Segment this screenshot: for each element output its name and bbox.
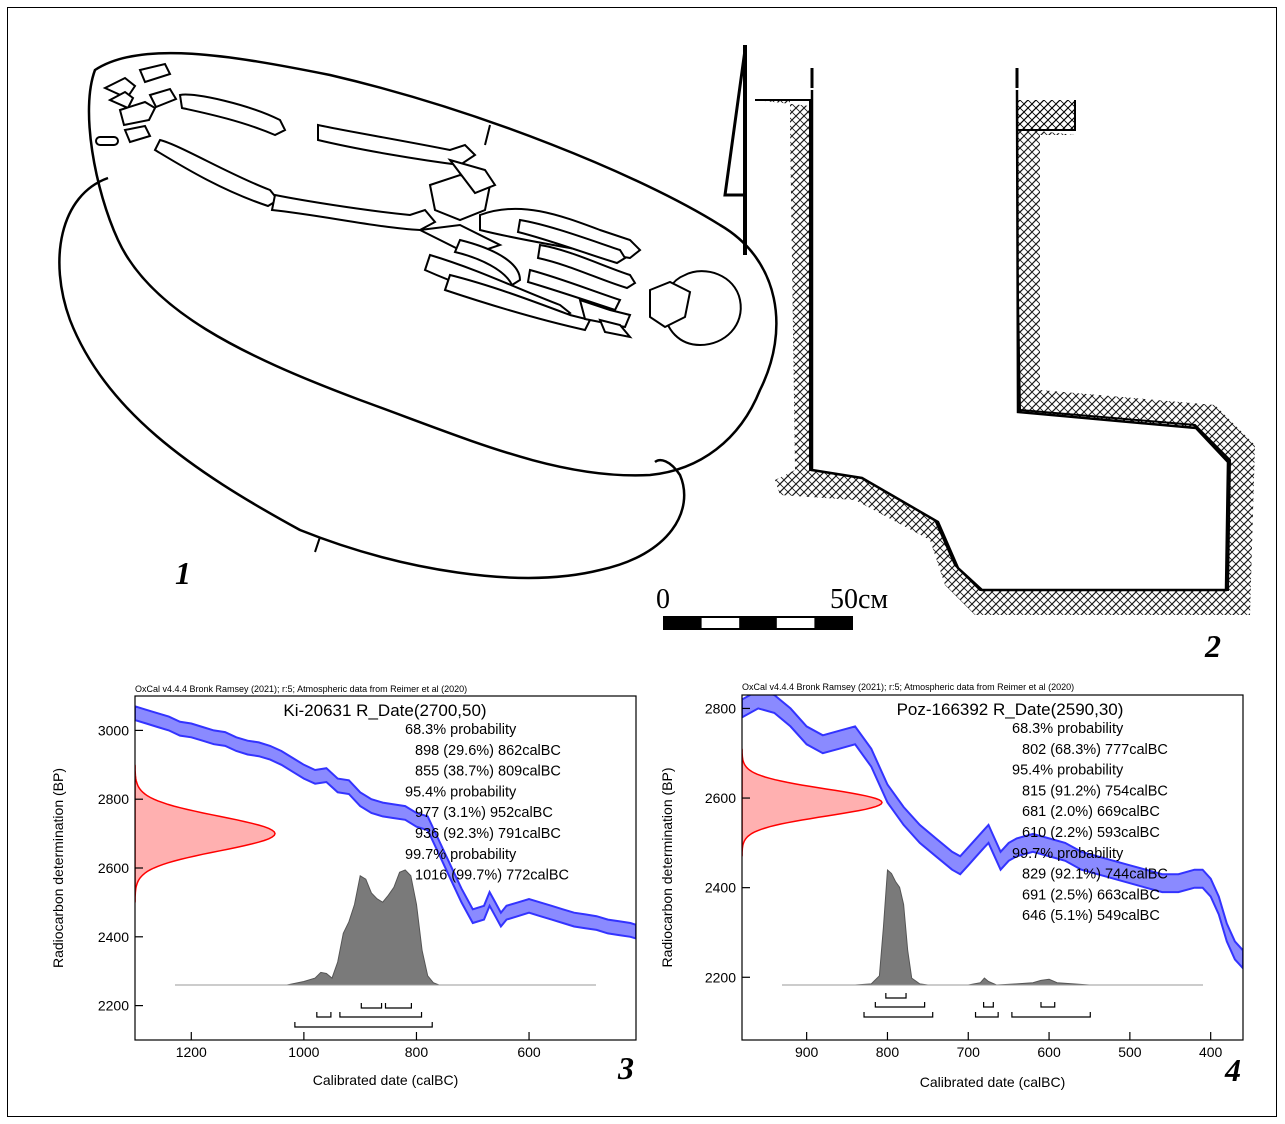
range-text-line: 99.7% probability xyxy=(1012,846,1124,862)
x-tick-label: 800 xyxy=(876,1044,900,1060)
y-tick-label: 2800 xyxy=(98,791,129,807)
panel-label-1: 1 xyxy=(175,555,191,591)
range-bracket xyxy=(983,1002,994,1008)
x-tick-label: 400 xyxy=(1199,1044,1223,1060)
y-tick-label: 2800 xyxy=(705,700,736,716)
y-tick-label: 2600 xyxy=(705,790,736,806)
range-text-line: 646 (5.1%) 549calBC xyxy=(1022,908,1160,924)
range-text-line: 855 (38.7%) 809calBC xyxy=(415,764,561,780)
grave-section xyxy=(755,68,1255,615)
plot-frame xyxy=(741,694,1244,1041)
x-tick-label: 1200 xyxy=(176,1044,207,1060)
x-axis-label: Calibrated date (calBC) xyxy=(313,1072,459,1088)
y-tick-label: 2600 xyxy=(98,860,129,876)
x-tick-label: 600 xyxy=(517,1044,541,1060)
y-tick-label: 2400 xyxy=(98,929,129,945)
y-axis-label: Radiocarbon determination (BP) xyxy=(659,768,675,968)
range-bracket xyxy=(863,1012,934,1018)
range-text-line: 815 (91.2%) 754calBC xyxy=(1022,783,1168,799)
y-tick-label: 2400 xyxy=(705,880,736,896)
range-text-line: 95.4% probability xyxy=(1012,763,1124,779)
calibration-curve-band xyxy=(742,695,1243,970)
y-tick-label: 2200 xyxy=(98,998,129,1014)
range-bracket xyxy=(294,1022,433,1028)
range-text-line: 977 (3.1%) 952calBC xyxy=(415,805,553,821)
range-text-line: 99.7% probability xyxy=(405,847,517,863)
range-bracket xyxy=(360,1003,383,1009)
x-tick-label: 800 xyxy=(405,1044,429,1060)
y-tick-label: 3000 xyxy=(98,722,129,738)
panel-label-3: 3 xyxy=(618,1050,634,1086)
panel-label-4: 4 xyxy=(1225,1052,1241,1088)
x-tick-label: 1000 xyxy=(288,1044,319,1060)
range-text-line: 68.3% probability xyxy=(405,722,517,738)
range-bracket xyxy=(339,1012,423,1018)
range-text-line: 95.4% probability xyxy=(405,784,517,800)
north-arrow-icon xyxy=(723,45,747,255)
x-tick-label: 700 xyxy=(957,1044,981,1060)
chart-header: OxCal v4.4.4 Bronk Ramsey (2021); r:5; A… xyxy=(135,684,467,694)
range-text-line: 1016 (99.7%) 772calBC xyxy=(415,868,569,884)
range-text-line: 691 (2.5%) 663calBC xyxy=(1022,887,1160,903)
range-text-line: 681 (2.0%) 669calBC xyxy=(1022,804,1160,820)
x-tick-label: 500 xyxy=(1118,1044,1142,1060)
burial-drawings xyxy=(58,45,1255,630)
scale-start-label: 0 xyxy=(656,584,670,615)
scale-bar xyxy=(663,616,853,630)
range-text-line: 802 (68.3%) 777calBC xyxy=(1022,742,1168,758)
range-bracket xyxy=(974,1012,999,1018)
figure-frame xyxy=(7,7,1277,1117)
range-text-line: 936 (92.3%) 791calBC xyxy=(415,826,561,842)
grave-pit-outline xyxy=(87,51,778,477)
range-bracket xyxy=(384,1003,412,1009)
range-text-line: 68.3% probability xyxy=(1012,721,1124,737)
calibration-curve-band xyxy=(135,705,636,940)
range-bracket xyxy=(316,1012,332,1018)
chart-title: Ki-20631 R_Date(2700,50) xyxy=(283,701,486,720)
y-tick-label: 2200 xyxy=(705,969,736,985)
radiocarbon-distribution xyxy=(135,764,276,903)
x-tick-label: 900 xyxy=(795,1044,819,1060)
y-axis-label: Radiocarbon determination (BP) xyxy=(50,768,66,968)
grave-lower-step xyxy=(58,176,686,580)
chart-title: Poz-166392 R_Date(2590,30) xyxy=(897,700,1124,719)
range-bracket xyxy=(1011,1012,1091,1018)
radiocarbon-distribution xyxy=(742,748,883,857)
x-axis-label: Calibrated date (calBC) xyxy=(920,1074,1066,1090)
range-text-line: 829 (92.1%) 744calBC xyxy=(1022,867,1168,883)
scale-end-label: 50см xyxy=(830,584,889,615)
range-bracket xyxy=(885,993,907,999)
x-tick-label: 600 xyxy=(1037,1044,1061,1060)
grave-plan xyxy=(58,51,778,580)
chart-header: OxCal v4.4.4 Bronk Ramsey (2021); r:5; A… xyxy=(742,682,1074,692)
skeleton xyxy=(95,62,742,347)
calibrated-distribution xyxy=(286,869,440,986)
range-bracket xyxy=(1040,1002,1056,1008)
range-text-line: 610 (2.2%) 593calBC xyxy=(1022,825,1160,841)
panel-label-2: 2 xyxy=(1205,628,1221,664)
range-bracket xyxy=(874,1002,926,1008)
range-text-line: 898 (29.6%) 862calBC xyxy=(415,743,561,759)
